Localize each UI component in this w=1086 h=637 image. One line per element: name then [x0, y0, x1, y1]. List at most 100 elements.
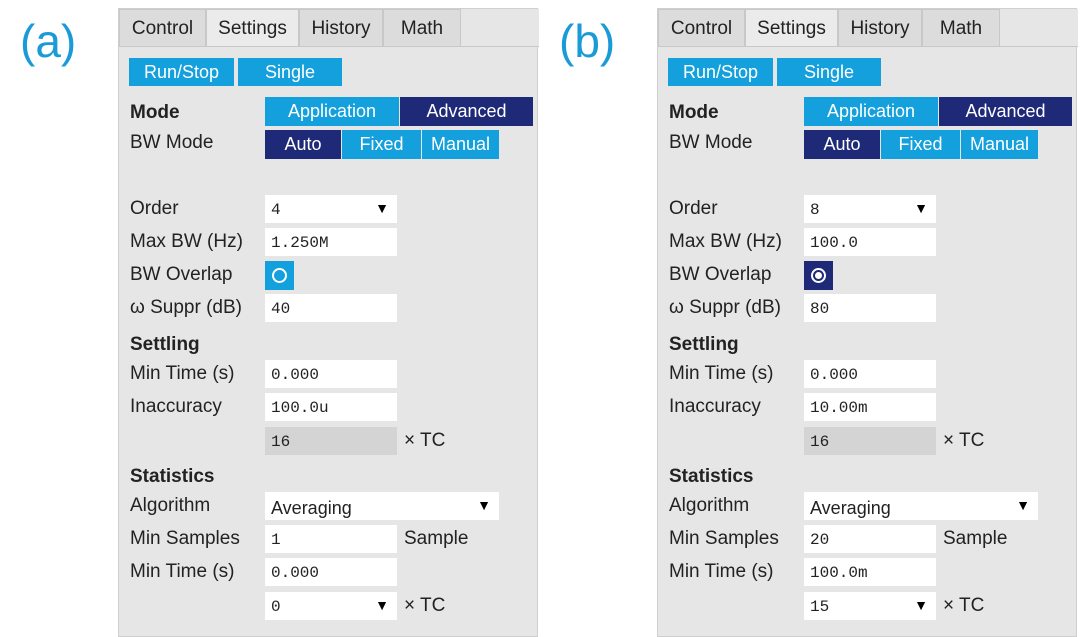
text-input[interactable]: 1.250M [265, 228, 397, 256]
dropdown[interactable]: 0 ▼ [265, 592, 397, 620]
text-input[interactable]: 0.000 [265, 360, 397, 388]
tab[interactable]: Math [383, 9, 461, 47]
bw-mode-option[interactable]: Auto [804, 130, 880, 159]
field-label: Algorithm [130, 495, 211, 516]
field-label: Order [130, 198, 179, 219]
action-button[interactable]: Run/Stop [668, 58, 773, 86]
bw-mode-option[interactable]: Fixed [881, 130, 960, 159]
input-value: 16 [271, 433, 291, 451]
input-value: 0.000 [810, 366, 859, 384]
text-input[interactable]: 80 [804, 294, 936, 322]
unit-label: × TC [943, 430, 985, 451]
field-label: ω Suppr (dB) [130, 297, 242, 318]
panel: Control Settings History Math Run/Stop Single… [657, 8, 1078, 637]
text-input[interactable]: 0.000 [804, 360, 936, 388]
input-value: 16 [810, 433, 830, 451]
tab[interactable]: Settings [206, 9, 299, 47]
input-value: 8 [810, 201, 820, 219]
input-value: 40 [271, 300, 291, 318]
field-label: Max BW (Hz) [669, 231, 782, 252]
dropdown[interactable]: 4 ▼ [265, 195, 397, 223]
unit-label: Sample [404, 528, 469, 549]
mode-option[interactable]: Advanced [400, 97, 533, 126]
dropdown-arrow: ▼ [1016, 497, 1030, 513]
field-label: Order [669, 198, 718, 219]
bw-mode-option[interactable]: Auto [265, 130, 341, 159]
bw-mode-option[interactable]: Manual [961, 130, 1038, 159]
field-label: Inaccuracy [130, 396, 222, 417]
input-value: 1.250M [271, 234, 329, 252]
input-value: 0.000 [271, 366, 320, 384]
overlap-toggle[interactable] [804, 261, 833, 290]
dropdown-arrow: ▼ [375, 597, 389, 613]
section-title: Statistics [130, 466, 215, 487]
field-label: BW Mode [130, 132, 214, 153]
panel-label: (a) [20, 15, 77, 67]
text-input[interactable]: 100.0u [265, 393, 397, 421]
text-input[interactable]: 0.000 [265, 558, 397, 586]
field-label: Algorithm [669, 495, 750, 516]
panel-label: (b) [559, 15, 616, 67]
tab[interactable]: Control [119, 9, 206, 47]
unit-label: × TC [404, 595, 446, 616]
text-input[interactable]: 100.0 [804, 228, 936, 256]
input-value: 20 [810, 531, 830, 549]
mode-option[interactable]: Application [804, 97, 938, 126]
text-input[interactable]: 100.0m [804, 558, 936, 586]
field-label: Min Samples [669, 528, 779, 549]
field-label: ω Suppr (dB) [669, 297, 781, 318]
field-label: BW Mode [669, 132, 753, 153]
text-input[interactable]: 20 [804, 525, 936, 553]
overlap-toggle[interactable] [265, 261, 294, 290]
text-input[interactable]: 16 [804, 427, 936, 455]
text-input[interactable]: 16 [265, 427, 397, 455]
tab[interactable]: History [299, 9, 383, 47]
input-value: 80 [810, 300, 830, 318]
dropdown-arrow: ▼ [375, 200, 389, 216]
dropdown[interactable]: Averaging ▼ [804, 492, 1038, 520]
dropdown[interactable]: Averaging ▼ [265, 492, 499, 520]
unit-label: × TC [943, 595, 985, 616]
field-label: Max BW (Hz) [130, 231, 243, 252]
toggle-dot [815, 272, 822, 279]
unit-label: Sample [943, 528, 1008, 549]
tab-bar-rest [461, 9, 539, 47]
text-input[interactable]: 10.00m [804, 393, 936, 421]
tab-bar-rest [1000, 9, 1078, 47]
field-label: Min Samples [130, 528, 240, 549]
text-input[interactable]: 40 [265, 294, 397, 322]
mode-option[interactable]: Application [265, 97, 399, 126]
field-label: Min Time (s) [130, 561, 235, 582]
field-label: Min Time (s) [669, 363, 774, 384]
section-title: Statistics [669, 466, 754, 487]
bw-mode-option[interactable]: Manual [422, 130, 499, 159]
field-label: BW Overlap [130, 264, 233, 285]
input-value: 100.0m [810, 564, 868, 582]
input-value: 1 [271, 531, 281, 549]
tab[interactable]: Math [922, 9, 1000, 47]
input-value: 0 [271, 598, 281, 616]
toggle-ring [272, 268, 287, 283]
tab[interactable]: Control [658, 9, 745, 47]
tab[interactable]: Settings [745, 9, 838, 47]
field-label: Min Time (s) [669, 561, 774, 582]
input-value: 0.000 [271, 564, 320, 582]
action-button[interactable]: Single [777, 58, 881, 86]
unit-label: × TC [404, 430, 446, 451]
dropdown-arrow: ▼ [914, 597, 928, 613]
tab[interactable]: History [838, 9, 922, 47]
dropdown[interactable]: 8 ▼ [804, 195, 936, 223]
dropdown[interactable]: 15 ▼ [804, 592, 936, 620]
section-title: Mode [669, 102, 719, 123]
input-value: 15 [810, 598, 830, 616]
input-value: 10.00m [810, 399, 868, 417]
text-input[interactable]: 1 [265, 525, 397, 553]
bw-mode-option[interactable]: Fixed [342, 130, 421, 159]
section-title: Mode [130, 102, 180, 123]
action-button[interactable]: Run/Stop [129, 58, 234, 86]
action-button[interactable]: Single [238, 58, 342, 86]
input-value: 100.0u [271, 399, 329, 417]
mode-option[interactable]: Advanced [939, 97, 1072, 126]
